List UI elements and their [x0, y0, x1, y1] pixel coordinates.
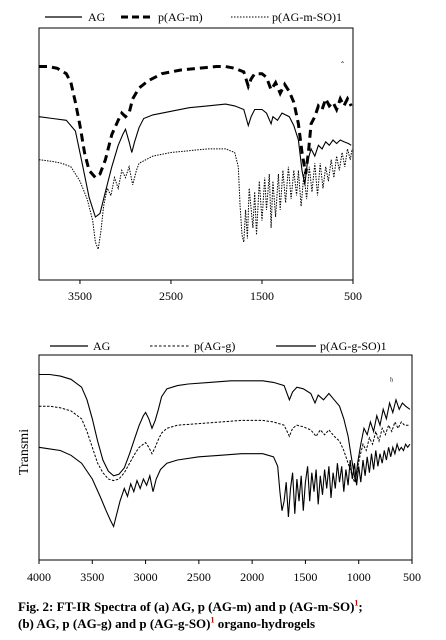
- chart-a-annotation-mark: ˆ: [341, 60, 344, 70]
- chart-b-annotation-mark: ʰ: [390, 376, 394, 387]
- chart-a-x-tick-label: 500: [344, 289, 362, 303]
- chart-b-x-tick-label: 2500: [187, 570, 211, 584]
- chart-a-series-pagmso: [38, 148, 353, 252]
- chart-b-x-tick-label: 1500: [293, 570, 317, 584]
- chart-a-x-ticks: 3500 2500 1500 500: [68, 280, 362, 303]
- caption-line-2-text: (b) AG, p (AG-g) and p (AG-g-SO): [18, 616, 211, 631]
- figure-caption: Fig. 2: FT-IR Spectra of (a) AG, p (AG-m…: [18, 598, 438, 632]
- chart-a-legend: AG p(AG-m) p(AG-m-SO)1: [45, 10, 342, 24]
- chart-b-legend-label-ag: AG: [93, 339, 111, 353]
- chart-b-series-ag: [39, 373, 411, 483]
- chart-b-x-tick-label: 3000: [134, 570, 158, 584]
- chart-a-legend-label-pagmso: p(AG-m-SO)1: [272, 10, 342, 24]
- chart-b-legend: AG p(AG-g) p(AG-g-SO)1: [50, 339, 387, 353]
- chart-b-legend-label-paggso: p(AG-g-SO)1: [320, 339, 387, 353]
- chart-b-x-tick-label: 500: [403, 570, 421, 584]
- chart-b-x-tick-label: 3500: [80, 570, 104, 584]
- caption-line-1-text: Fig. 2: FT-IR Spectra of (a) AG, p (AG-m…: [18, 599, 355, 614]
- chart-a-x-tick-label: 3500: [68, 289, 92, 303]
- caption-line-2: (b) AG, p (AG-g) and p (AG-g-SO)1 organo…: [18, 615, 438, 632]
- chart-a: AG p(AG-m) p(AG-m-SO)1 3500 2500 1500 500 ˆ: [38, 10, 362, 303]
- chart-a-series-ag: [38, 103, 352, 218]
- chart-b-x-tick-label: 1000: [347, 570, 371, 584]
- chart-b-x-tick-label: 2000: [240, 570, 264, 584]
- chart-a-legend-label-pagm: p(AG-m): [158, 10, 203, 24]
- caption-line-2-superscript: 1: [210, 615, 215, 625]
- chart-b-plot-frame: [38, 354, 413, 561]
- chart-a-x-tick-label: 1500: [250, 289, 274, 303]
- chart-a-plot-frame: [38, 27, 354, 281]
- chart-a-x-tick-label: 2500: [159, 289, 183, 303]
- caption-line-1: Fig. 2: FT-IR Spectra of (a) AG, p (AG-m…: [18, 598, 438, 615]
- chart-b-series-pagg: [39, 405, 409, 485]
- caption-line-1-end: ;: [358, 599, 363, 614]
- chart-a-legend-label-ag: AG: [88, 10, 106, 24]
- chart-a-series-pagm: [39, 65, 353, 180]
- chart-b-x-tick-label: 4000: [27, 570, 51, 584]
- chart-b-legend-label-pagg: p(AG-g): [194, 339, 235, 353]
- caption-line-1-superscript: 1: [354, 598, 359, 608]
- chart-b: AG p(AG-g) p(AG-g-SO)1 4000 3500 3000 2500 2…: [17, 339, 421, 584]
- chart-b-y-axis-label: Transmi: [17, 429, 32, 475]
- chart-b-x-ticks: 4000 3500 3000 2500 2000 1500 1000 500: [27, 560, 421, 584]
- chart-b-series-paggso: [38, 442, 411, 529]
- caption-line-2-end: organo-hydrogels: [214, 616, 316, 631]
